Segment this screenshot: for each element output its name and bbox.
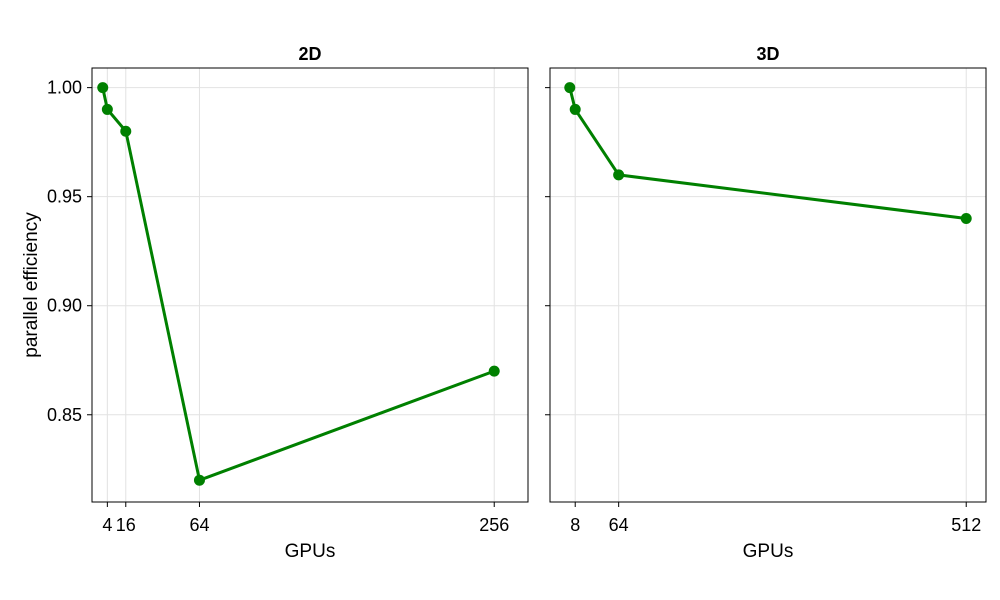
- y-tick-label: 0.85: [47, 405, 82, 425]
- plot-frame: [549, 67, 987, 503]
- y-tick-label: 0.95: [47, 187, 82, 207]
- plot-frame: [91, 67, 529, 503]
- series-line: [101, 87, 495, 482]
- data-point: [488, 365, 500, 377]
- data-point: [564, 82, 576, 94]
- x-tick-label: 64: [609, 515, 629, 535]
- x-tick-label: 512: [951, 515, 981, 535]
- data-point: [101, 103, 113, 115]
- x-tick-label: 8: [570, 515, 580, 535]
- x-axis-label: GPUs: [285, 541, 336, 562]
- y-tick-label: 0.90: [47, 296, 82, 316]
- data-point: [193, 474, 205, 486]
- data-point: [97, 82, 109, 94]
- series-line: [568, 87, 967, 220]
- y-axis-label: parallel efficiency: [21, 212, 42, 358]
- panel-2d: 0.85 0.90 0.95 1.00 4 16 64 256 2D GPUs: [47, 44, 529, 562]
- data-point: [613, 169, 625, 181]
- x-tick-label: 64: [189, 515, 209, 535]
- panel-title: 3D: [756, 44, 779, 64]
- data-point: [569, 103, 581, 115]
- x-tick-label: 16: [116, 515, 136, 535]
- panel-3d: 8 64 512 3D GPUs: [545, 44, 987, 562]
- x-axis-label: GPUs: [743, 541, 794, 562]
- x-tick-label: 256: [479, 515, 509, 535]
- data-point: [960, 212, 972, 224]
- data-point: [120, 125, 132, 137]
- x-tick-label: 4: [102, 515, 112, 535]
- panel-title: 2D: [298, 44, 321, 64]
- y-tick-label: 1.00: [47, 78, 82, 98]
